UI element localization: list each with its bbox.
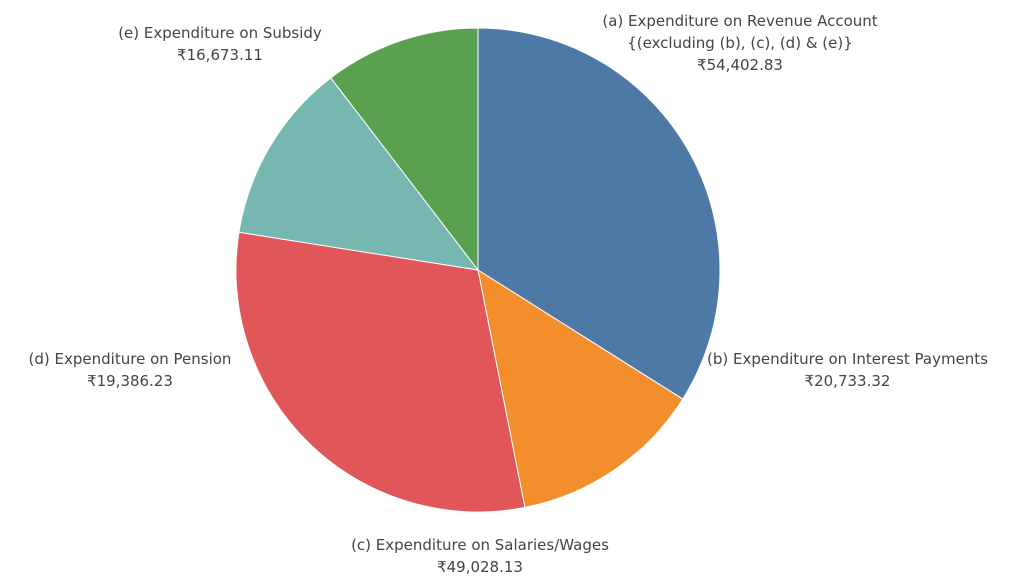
slice-interest-payments [477,268,684,508]
slice-subsidy [330,27,479,272]
slice-label-line: {(excluding (b), (c), (d) & (e)} [627,34,853,52]
slice-value: ₹54,402.83 [697,56,783,74]
slice-value: ₹19,386.23 [87,372,173,390]
slice-label-revenue-account: (a) Expenditure on Revenue Account {(exc… [560,10,920,76]
slice-value: ₹49,028.13 [437,558,523,576]
slice-revenue-account [477,27,721,400]
slice-label-interest-payments: (b) Expenditure on Interest Payments ₹20… [680,348,1015,392]
slice-label-line: (c) Expenditure on Salaries/Wages [351,536,609,554]
slice-value: ₹16,673.11 [177,46,263,64]
slice-pension [238,77,480,271]
slice-label-line: (b) Expenditure on Interest Payments [706,350,989,368]
slice-label-line: (d) Expenditure on Pension [28,350,232,368]
slice-salaries-wages [235,231,526,513]
slice-value: ₹20,733.32 [804,372,891,390]
slice-label-line: (a) Expenditure on Revenue Account [602,12,878,30]
slice-label-pension: (d) Expenditure on Pension ₹19,386.23 [0,348,260,392]
slice-label-salaries-wages: (c) Expenditure on Salaries/Wages ₹49,02… [310,534,650,578]
slice-label-subsidy: (e) Expenditure on Subsidy ₹16,673.11 [85,22,355,66]
slice-label-line: (e) Expenditure on Subsidy [118,24,322,42]
